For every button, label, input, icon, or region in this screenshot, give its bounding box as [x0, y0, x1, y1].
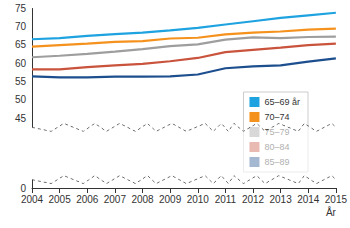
svg-text:2015: 2015	[325, 194, 348, 205]
svg-text:2004: 2004	[21, 194, 44, 205]
svg-text:65–69 år: 65–69 år	[264, 97, 300, 107]
svg-text:2013: 2013	[270, 194, 293, 205]
svg-text:2014: 2014	[297, 194, 320, 205]
svg-text:År: År	[326, 206, 337, 218]
svg-text:0: 0	[20, 183, 26, 194]
svg-text:55: 55	[15, 76, 27, 87]
svg-text:2008: 2008	[131, 194, 154, 205]
svg-text:65: 65	[15, 39, 27, 50]
svg-text:2011: 2011	[215, 194, 237, 205]
svg-text:75: 75	[15, 3, 27, 14]
svg-text:50: 50	[15, 94, 27, 105]
svg-text:2009: 2009	[159, 194, 182, 205]
svg-text:70–74: 70–74	[264, 112, 289, 122]
svg-text:2012: 2012	[242, 194, 265, 205]
svg-text:45: 45	[15, 113, 27, 124]
svg-text:2010: 2010	[187, 194, 210, 205]
svg-text:2006: 2006	[76, 194, 99, 205]
svg-text:2007: 2007	[104, 194, 127, 205]
svg-text:70: 70	[15, 21, 27, 32]
svg-text:60: 60	[15, 58, 27, 69]
svg-text:2005: 2005	[49, 194, 72, 205]
